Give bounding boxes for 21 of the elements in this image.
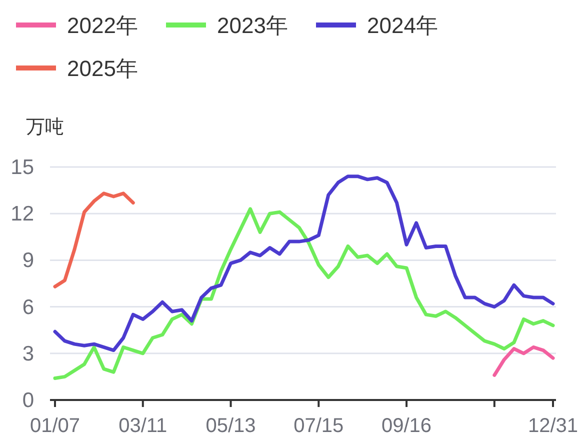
x-tick-label: 07/15	[294, 415, 344, 437]
legend-label: 2024年	[367, 13, 438, 38]
x-tick-label: 09/16	[382, 415, 432, 437]
x-tick-label: 03/11	[118, 415, 168, 437]
y-tick-label: 9	[22, 249, 34, 272]
y-tick-label: 15	[10, 156, 34, 179]
line-series	[53, 192, 135, 288]
legend-label: 2022年	[67, 13, 138, 38]
line-series	[53, 207, 555, 380]
y-tick-label: 0	[22, 389, 34, 412]
legend-label: 2023年	[217, 13, 288, 38]
y-tick-label: 12	[10, 202, 34, 226]
x-tick-label: 05/13	[206, 415, 256, 437]
line-series	[492, 345, 555, 377]
legend-label: 2025年	[67, 56, 138, 81]
y-tick-label: 3	[22, 342, 34, 366]
y-tick-label: 6	[22, 296, 34, 319]
x-tick-label: 01/07	[30, 415, 80, 437]
y-axis-title: 万吨	[26, 117, 64, 138]
line-series	[53, 174, 555, 352]
x-tick-label: 12/31	[528, 415, 578, 437]
